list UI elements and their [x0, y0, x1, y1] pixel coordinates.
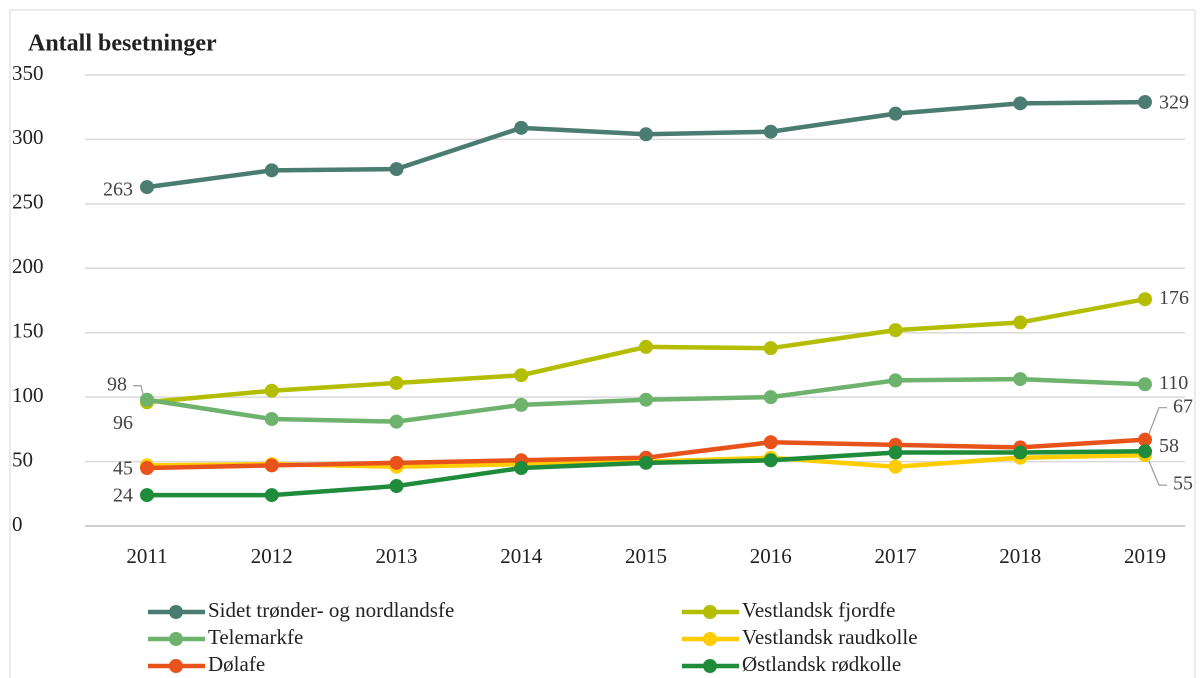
data-point [389, 162, 404, 177]
grid: 0 50 100 150 200 250 300 350 2011 2012 2013 2014 201… [12, 61, 1185, 568]
data-point [1013, 96, 1028, 111]
data-point [514, 397, 529, 412]
data-point [1013, 315, 1028, 330]
x-tick-label: 2016 [750, 544, 792, 568]
legend-swatch-marker [703, 632, 717, 646]
data-point [1138, 377, 1152, 392]
data-point [389, 479, 404, 494]
data-point [888, 106, 903, 121]
legend-swatch-marker [169, 632, 183, 646]
chart-frame [9, 9, 1196, 678]
data-point [763, 453, 778, 468]
x-tick-label: 2011 [126, 544, 167, 568]
data-point [264, 412, 279, 427]
data-point [389, 455, 404, 470]
data-label: 96 [113, 412, 133, 434]
data-label: 263 [103, 179, 133, 201]
data-point [140, 461, 154, 476]
data-point [389, 414, 404, 429]
x-tick-label: 2013 [376, 544, 418, 568]
legend-label: Telemarkfe [208, 625, 303, 649]
data-point [1138, 95, 1152, 110]
legend-label: Dølafe [208, 652, 265, 676]
data-point [140, 180, 154, 195]
data-point [639, 455, 653, 470]
y-tick-label: 0 [12, 512, 23, 536]
data-point [763, 341, 778, 356]
y-tick-label: 300 [12, 125, 44, 149]
data-point [1138, 292, 1152, 307]
data-point [763, 124, 778, 139]
data-label: 110 [1159, 372, 1188, 394]
data-label: 329 [1159, 92, 1189, 114]
data-point [514, 368, 529, 383]
series-line [146, 99, 1146, 190]
data-point [1138, 444, 1152, 459]
data-point [888, 373, 903, 388]
data-label: 45 [113, 458, 133, 480]
data-point [639, 127, 653, 142]
x-tick-label: 2015 [625, 544, 667, 568]
legend-label: Vestlandsk fjordfe [742, 598, 895, 622]
y-tick-label: 250 [12, 190, 44, 214]
chart-title: Antall besetninger [28, 31, 217, 57]
legend-label: Østlandsk rødkolle [742, 652, 901, 676]
data-label: 67 [1173, 395, 1193, 417]
data-point [888, 323, 903, 338]
x-tick-label: 2017 [875, 544, 917, 568]
legend-swatch-marker [169, 605, 183, 619]
legend-label: Sidet trønder- og nordlandsfe [208, 598, 454, 622]
data-label: 55 [1173, 473, 1193, 495]
legend: Sidet trønder- og nordlandsfe Vestlandsk … [148, 598, 918, 676]
data-point [763, 390, 778, 405]
legend-swatch-marker [703, 605, 717, 619]
y-tick-label: 100 [12, 383, 44, 407]
data-point [264, 458, 279, 473]
data-point [389, 375, 404, 390]
y-tick-label: 350 [12, 61, 44, 85]
data-label: 24 [113, 485, 133, 507]
legend-swatch-marker [169, 659, 183, 673]
data-point [140, 488, 154, 503]
data-point [639, 339, 653, 354]
x-tick-label: 2012 [251, 544, 293, 568]
data-point [514, 461, 529, 476]
data-point [264, 383, 279, 398]
data-point [140, 392, 154, 407]
data-point [264, 163, 279, 178]
x-tick-label: 2018 [999, 544, 1041, 568]
data-point [1138, 432, 1152, 447]
legend-swatch-marker [703, 659, 717, 673]
x-tick-label: 2014 [500, 544, 543, 568]
data-point [1013, 372, 1028, 387]
data-label: 176 [1159, 287, 1189, 309]
data-point [763, 435, 778, 450]
data-point [514, 120, 529, 135]
lines: 263 329 96 176 98 110 55 45 67 24 58 [103, 92, 1193, 507]
data-label: 58 [1159, 435, 1179, 457]
data-label: 98 [107, 373, 127, 395]
x-tick-label: 2019 [1124, 544, 1166, 568]
label-leader [1148, 407, 1167, 434]
data-point [888, 459, 903, 474]
legend-label: Vestlandsk raudkolle [742, 625, 918, 649]
data-point [264, 488, 279, 503]
y-tick-label: 50 [12, 447, 33, 471]
label-leader [1148, 460, 1167, 486]
data-point [888, 445, 903, 460]
data-point [1013, 445, 1028, 460]
data-point [639, 392, 653, 407]
y-tick-label: 200 [12, 254, 44, 278]
y-tick-label: 150 [12, 319, 44, 343]
label-leader [133, 385, 144, 394]
